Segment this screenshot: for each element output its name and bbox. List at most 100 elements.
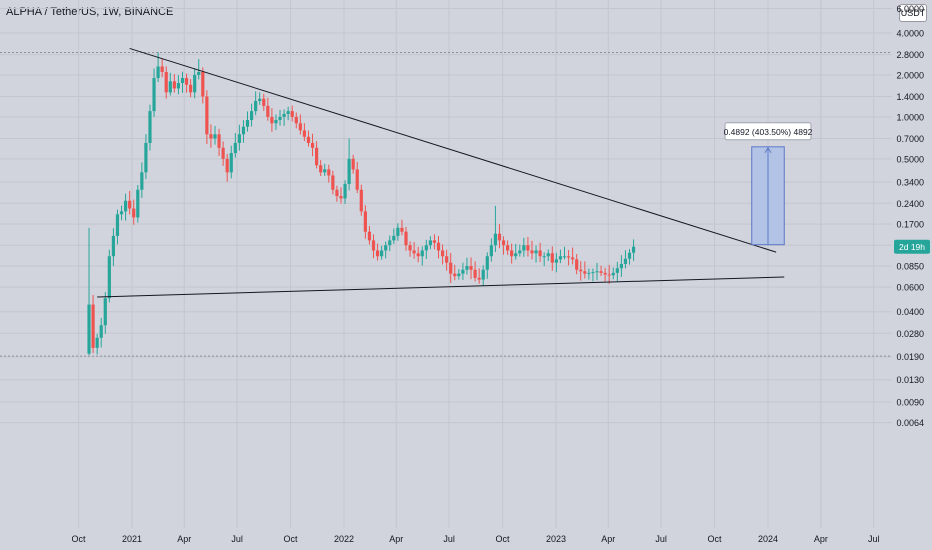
y-tick-label: 0.7000 <box>896 134 924 144</box>
candle <box>623 258 628 264</box>
candle <box>266 105 270 117</box>
arrow-head-icon <box>764 146 772 154</box>
candle <box>119 211 124 215</box>
x-tick-label: Oct <box>284 534 299 544</box>
candle <box>314 147 319 166</box>
candle <box>103 298 107 326</box>
candle <box>461 269 465 274</box>
candle <box>91 304 95 348</box>
candle <box>205 96 209 135</box>
candle <box>128 200 132 209</box>
candle <box>534 250 538 254</box>
candle <box>440 250 445 257</box>
candle <box>347 158 351 184</box>
price-range-label: 0.4892 (403.50%) 4892 <box>724 127 813 137</box>
candle <box>343 183 347 199</box>
x-tick-label: 2021 <box>122 534 142 544</box>
candle <box>428 240 432 246</box>
candle <box>123 200 128 212</box>
candle <box>400 227 404 232</box>
candle <box>245 119 250 127</box>
candle <box>485 256 489 270</box>
y-tick-label: 0.5000 <box>896 154 924 164</box>
y-tick-label: 6.0000 <box>896 4 924 14</box>
candle <box>249 111 254 120</box>
x-tick-label: Jul <box>231 534 243 544</box>
candle <box>359 189 363 212</box>
candle <box>282 113 286 117</box>
candle <box>371 240 376 251</box>
x-tick-label: 2023 <box>546 534 566 544</box>
x-tick-label: Apr <box>177 534 191 544</box>
candle <box>489 245 493 257</box>
candle <box>107 256 111 299</box>
candle <box>497 233 502 241</box>
candle <box>631 246 636 253</box>
y-tick-label: 4.0000 <box>896 28 924 38</box>
candle <box>286 111 290 114</box>
candle <box>136 189 140 218</box>
y-tick-label: 0.2400 <box>896 199 924 209</box>
trendline <box>97 276 785 298</box>
y-tick-label: 0.0400 <box>896 307 924 317</box>
y-tick-label: 2.8000 <box>896 50 924 60</box>
y-tick-label: 0.0064 <box>896 418 924 428</box>
candle <box>156 66 160 79</box>
candle <box>367 231 372 241</box>
candle <box>615 268 619 273</box>
candle <box>457 273 461 277</box>
candle <box>607 274 611 276</box>
candle <box>144 142 148 173</box>
candle <box>404 231 408 246</box>
candle <box>262 98 266 106</box>
candle <box>229 153 233 173</box>
x-tick-label: Jul <box>655 534 667 544</box>
candle <box>160 66 164 72</box>
candle <box>168 81 172 93</box>
x-tick-label: Apr <box>814 534 828 544</box>
candle <box>375 250 380 257</box>
x-tick-label: Oct <box>496 534 511 544</box>
candle <box>424 245 428 251</box>
candle <box>319 165 323 173</box>
candle <box>87 304 91 354</box>
candle <box>209 134 213 139</box>
candle <box>627 252 632 259</box>
candle <box>274 119 278 124</box>
candle <box>258 98 262 102</box>
candle <box>583 271 587 274</box>
x-tick-label: 2022 <box>334 534 354 544</box>
candle <box>493 233 498 246</box>
candle <box>603 272 607 275</box>
candle <box>140 172 144 190</box>
candle <box>506 245 510 251</box>
candle <box>363 211 367 232</box>
candle <box>546 253 550 257</box>
candle <box>611 272 615 276</box>
x-tick-label: Oct <box>708 534 723 544</box>
candle <box>436 242 441 251</box>
candle <box>254 101 258 112</box>
candle <box>481 269 485 280</box>
candle <box>115 214 120 236</box>
candle <box>473 269 477 278</box>
candle <box>176 83 181 89</box>
candle <box>469 266 473 270</box>
candle <box>172 81 176 89</box>
current-price-badge <box>894 239 930 254</box>
candle <box>591 272 595 274</box>
currency-button[interactable]: USDT <box>899 4 927 22</box>
candle <box>538 250 542 257</box>
candle <box>384 245 388 251</box>
candle <box>95 337 99 348</box>
candle <box>477 277 481 280</box>
x-tick-label: Apr <box>389 534 403 544</box>
candle <box>193 74 197 93</box>
candle <box>351 158 355 170</box>
candle <box>599 271 603 273</box>
chart-title: ALPHA / TetherUS, 1W, BINANCE <box>6 6 174 18</box>
candle <box>579 269 583 272</box>
candle <box>542 256 546 258</box>
